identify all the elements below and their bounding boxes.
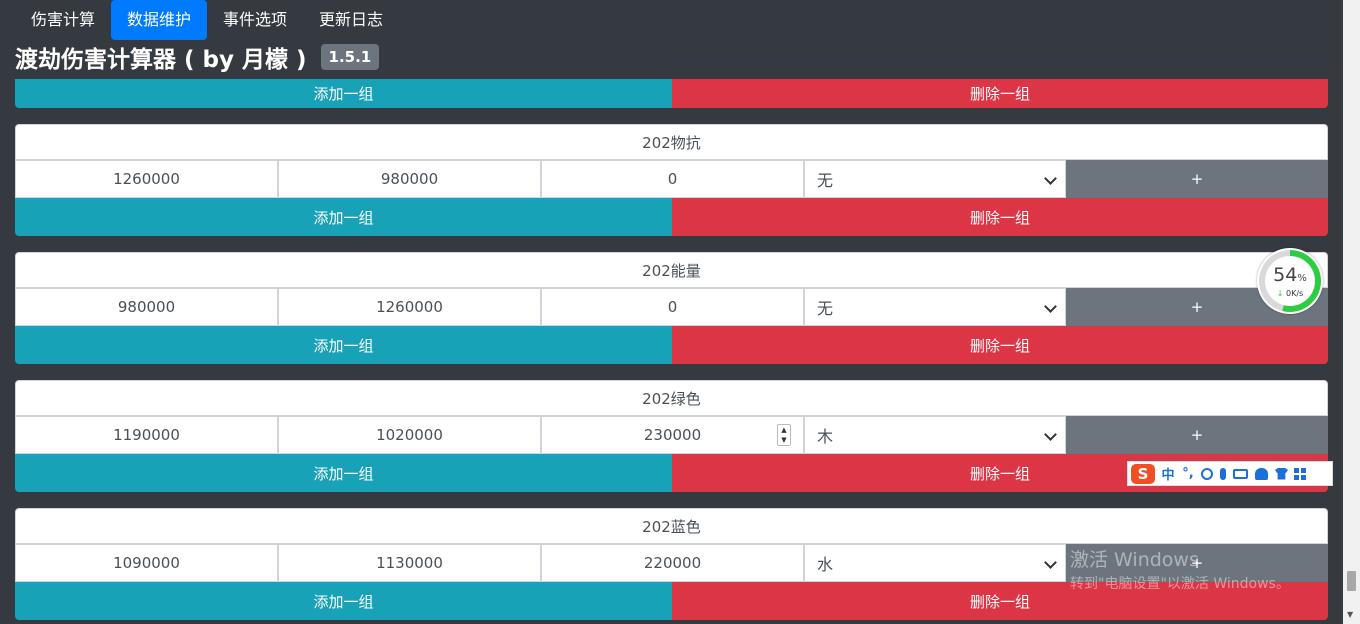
group-name-input[interactable]: 202蓝色 [15, 508, 1328, 544]
value-input-1[interactable]: 1260000 [15, 160, 278, 198]
plus-button[interactable]: + [1066, 544, 1328, 582]
microphone-icon[interactable] [1220, 467, 1226, 480]
shirt-icon[interactable] [1275, 467, 1288, 480]
plus-button[interactable]: + [1066, 160, 1328, 198]
group-actions-previous: 添加一组 删除一组 [15, 79, 1328, 108]
value-input-3-text: 230000 [643, 426, 702, 444]
watermark-line1: 激活 Windows [1070, 549, 1199, 571]
chevron-down-icon [1044, 172, 1057, 185]
value-input-2[interactable]: 980000 [278, 160, 541, 198]
element-select-value: 无 [817, 299, 834, 318]
value-input-2[interactable]: 1130000 [278, 544, 541, 582]
plus-button[interactable]: + [1066, 416, 1328, 454]
group-name-input[interactable]: 202物抗 [15, 124, 1328, 160]
element-select[interactable]: 水 [804, 544, 1066, 582]
tab-event-options[interactable]: 事件选项 [223, 10, 288, 29]
speed-percent: 54% [1265, 265, 1315, 289]
value-input-1[interactable]: 1090000 [15, 544, 278, 582]
group-name-input[interactable]: 202能量 [15, 252, 1328, 288]
group-input-row: 980000 1260000 0 无 + [15, 288, 1328, 326]
value-input-1[interactable]: 980000 [15, 288, 278, 326]
element-select-value: 水 [817, 555, 834, 574]
delete-group-button[interactable]: 删除一组 [672, 198, 1328, 236]
keyboard-icon[interactable] [1233, 468, 1248, 479]
spinner-up-icon[interactable]: ▲ [781, 426, 787, 434]
group-input-row: 1190000 1020000 230000 ▲ ▼ 木 + [15, 416, 1328, 454]
number-spinner[interactable]: ▲ ▼ [777, 424, 791, 446]
value-input-3[interactable]: 220000 [541, 544, 804, 582]
nav-tabs: 伤害计算 数据维护 事件选项 更新日志 [15, 0, 399, 40]
ime-mode-toggle[interactable]: 中 [1161, 468, 1175, 483]
chevron-down-icon [1044, 300, 1057, 313]
group-actions: 添加一组 删除一组 [15, 582, 1328, 620]
scrollbar-thumb[interactable] [1347, 571, 1356, 591]
scroll-down-icon[interactable]: ▼ [1347, 610, 1354, 619]
title-row: 渡劫伤害计算器 ( by 月檬 ) 1.5.1 [15, 40, 380, 74]
user-icon[interactable] [1255, 467, 1268, 480]
group-input-row: 1260000 980000 0 无 + [15, 160, 1328, 198]
delete-group-button[interactable]: 删除一组 [672, 79, 1328, 108]
value-input-3[interactable]: 0 [541, 288, 804, 326]
ime-toolbar: S 中 °, [1127, 461, 1333, 486]
group-card: 202绿色 1190000 1020000 230000 ▲ ▼ 木 + [15, 380, 1328, 492]
speed-percent-value: 54 [1273, 264, 1298, 286]
delete-group-button[interactable]: 删除一组 [672, 326, 1328, 364]
page-title: 渡劫伤害计算器 ( by 月檬 ) [15, 47, 307, 73]
group-actions: 添加一组 删除一组 [15, 198, 1328, 236]
group-actions: 添加一组 删除一组 [15, 326, 1328, 364]
tab-damage-calc[interactable]: 伤害计算 [31, 10, 96, 29]
value-input-3[interactable]: 230000 ▲ ▼ [541, 416, 804, 454]
add-group-button[interactable]: 添加一组 [15, 454, 672, 492]
speed-ring: 54% ↓ 0K/s [1259, 250, 1321, 312]
add-group-button[interactable]: 添加一组 [15, 79, 672, 108]
element-select-value: 木 [817, 427, 834, 446]
spinner-down-icon[interactable]: ▼ [781, 436, 787, 444]
element-select[interactable]: 无 [804, 160, 1066, 198]
group-list: 添加一组 删除一组 202物抗 1260000 980000 0 无 + 添加一… [15, 79, 1328, 620]
chevron-down-icon [1044, 428, 1057, 441]
speed-rate: ↓ 0K/s [1265, 289, 1315, 298]
ime-logo-icon[interactable]: S [1131, 463, 1155, 484]
tab-changelog[interactable]: 更新日志 [319, 10, 384, 29]
tab-data-maintenance[interactable]: 数据维护 [111, 0, 208, 40]
element-select[interactable]: 木 [804, 416, 1066, 454]
network-speed-widget[interactable]: 54% ↓ 0K/s [1257, 248, 1323, 314]
group-name-input[interactable]: 202绿色 [15, 380, 1328, 416]
group-input-row: 1090000 1130000 220000 水 + [15, 544, 1328, 582]
add-group-button[interactable]: 添加一组 [15, 326, 672, 364]
group-actions: 添加一组 删除一组 [15, 454, 1328, 492]
element-select[interactable]: 无 [804, 288, 1066, 326]
download-arrow-icon: ↓ [1276, 289, 1284, 298]
value-input-2[interactable]: 1020000 [278, 416, 541, 454]
grid-icon[interactable] [1294, 467, 1306, 480]
group-card: 202物抗 1260000 980000 0 无 + 添加一组 删除一组 [15, 124, 1328, 236]
element-select-value: 无 [817, 171, 834, 190]
ime-punct-toggle[interactable]: °, [1182, 466, 1194, 481]
version-badge: 1.5.1 [320, 44, 380, 70]
add-group-button[interactable]: 添加一组 [15, 582, 672, 620]
watermark-line2: 转到"电脑设置"以激活 Windows。 [1070, 576, 1290, 592]
speed-rate-value: 0K/s [1286, 289, 1304, 298]
chevron-down-icon [1044, 556, 1057, 569]
group-card: 202能量 980000 1260000 0 无 + 添加一组 删除一组 [15, 252, 1328, 364]
value-input-1[interactable]: 1190000 [15, 416, 278, 454]
delete-group-button[interactable]: 删除一组 [672, 582, 1328, 620]
speed-inner: 54% ↓ 0K/s [1265, 256, 1315, 306]
vertical-scrollbar[interactable]: ▼ [1343, 0, 1360, 624]
activation-watermark: 激活 Windows 转到"电脑设置"以激活 Windows。 [1070, 545, 1290, 593]
value-input-3[interactable]: 0 [541, 160, 804, 198]
group-card: 202蓝色 1090000 1130000 220000 水 + 添加一组 删除… [15, 508, 1328, 620]
add-group-button[interactable]: 添加一组 [15, 198, 672, 236]
smile-icon[interactable] [1201, 467, 1213, 480]
value-input-2[interactable]: 1260000 [278, 288, 541, 326]
speed-percent-unit: % [1297, 273, 1307, 284]
